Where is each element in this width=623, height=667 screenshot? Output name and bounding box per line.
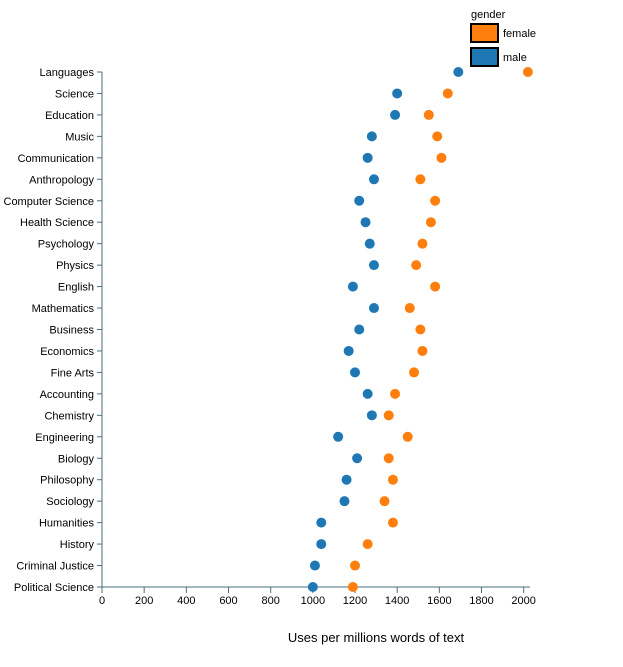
data-point-male (362, 388, 373, 399)
data-point-female (522, 67, 533, 77)
x-axis: 0 200 400 600 800 1000 1200 1400 1600 1800 2000 (99, 586, 536, 607)
data-point-male (364, 238, 375, 249)
y-tick-label: History (60, 539, 95, 551)
x-tick-label: 1800 (469, 595, 493, 607)
y-tick-label: Chemistry (44, 410, 94, 422)
x-tick-label: 2000 (511, 595, 535, 607)
y-tick-label: Biology (58, 453, 95, 465)
data-point-female (425, 217, 436, 228)
y-tick-label: Music (65, 131, 94, 143)
data-point-female (350, 560, 361, 571)
data-point-male (366, 131, 377, 142)
data-point-female (442, 88, 453, 99)
data-point-female (417, 345, 428, 356)
data-point-female (383, 453, 394, 464)
data-point-male (316, 539, 327, 550)
data-point-male (343, 345, 354, 356)
y-tick-label: Computer Science (4, 196, 95, 208)
data-point-female (387, 517, 398, 528)
data-point-male (347, 281, 358, 292)
data-point-male (362, 152, 373, 163)
data-point-male (366, 410, 377, 421)
y-tick-label: Physics (56, 260, 94, 272)
data-point-female (436, 152, 447, 163)
y-tick-label: Criminal Justice (16, 561, 94, 573)
data-point-male (368, 174, 379, 185)
y-axis: Languages Science Education Music Communicat… (4, 67, 103, 594)
x-tick-label: 1400 (385, 595, 409, 607)
x-tick-label: 400 (177, 595, 195, 607)
y-tick-label: Languages (40, 67, 95, 79)
legend-label-female: female (503, 28, 536, 40)
data-point-female (423, 109, 434, 120)
data-point-male (309, 560, 320, 571)
y-tick-label: Sociology (46, 496, 94, 508)
data-point-male (354, 195, 365, 206)
data-point-female (430, 195, 441, 206)
legend-label-male: male (503, 52, 527, 64)
y-tick-label: Education (45, 110, 94, 122)
data-point-male (453, 67, 464, 77)
data-point-female (402, 431, 413, 442)
y-tick-label: Engineering (35, 432, 94, 444)
y-tick-label: Health Science (20, 217, 94, 229)
x-tick-label: 0 (99, 595, 105, 607)
y-tick-label: Economics (40, 346, 94, 358)
legend-title: gender (471, 9, 506, 21)
y-tick-label: Humanities (39, 518, 95, 530)
data-point-male (368, 303, 379, 314)
y-tick-label: English (58, 282, 94, 294)
data-point-female (390, 388, 401, 399)
data-point-female (383, 410, 394, 421)
y-tick-label: Science (55, 88, 94, 100)
data-point-female (387, 474, 398, 485)
data-point-female (415, 174, 426, 185)
y-tick-label: Fine Arts (51, 367, 95, 379)
data-point-male (354, 324, 365, 335)
data-point-male (352, 453, 363, 464)
x-tick-label: 1600 (427, 595, 451, 607)
data-point-female (409, 367, 420, 378)
x-tick-label: 1200 (343, 595, 367, 607)
data-point-female (417, 238, 428, 249)
data-point-female (411, 260, 422, 271)
y-tick-label: Philosophy (40, 475, 94, 487)
x-tick-label: 200 (135, 595, 153, 607)
data-point-female (404, 303, 415, 314)
data-point-female (432, 131, 443, 142)
y-tick-label: Anthropology (29, 174, 94, 186)
data-point-female (430, 281, 441, 292)
data-point-female (415, 324, 426, 335)
x-tick-label: 1000 (301, 595, 325, 607)
data-point-male (333, 431, 344, 442)
x-tick-label: 600 (219, 595, 237, 607)
x-axis-title: Uses per millions words of text (288, 630, 465, 645)
legend: gender female male (470, 9, 536, 67)
data-point-male (392, 88, 403, 99)
data-points (307, 67, 533, 592)
data-point-female (379, 496, 390, 507)
y-tick-label: Psychology (38, 239, 95, 251)
data-point-male (341, 474, 352, 485)
data-point-female (362, 539, 373, 550)
legend-swatch-male (470, 47, 499, 67)
data-point-male (360, 217, 371, 228)
y-tick-label: Communication (18, 153, 94, 165)
y-tick-label: Accounting (40, 389, 94, 401)
data-point-male (307, 582, 318, 592)
y-tick-label: Mathematics (32, 303, 95, 315)
legend-swatch-female (470, 23, 499, 43)
data-point-male (390, 109, 401, 120)
data-point-male (368, 260, 379, 271)
data-point-male (316, 517, 327, 528)
y-tick-label: Business (49, 325, 94, 337)
data-point-male (339, 496, 350, 507)
data-point-male (350, 367, 361, 378)
x-tick-label: 800 (261, 595, 279, 607)
y-tick-label: Political Science (14, 582, 94, 594)
data-point-female (347, 582, 358, 592)
